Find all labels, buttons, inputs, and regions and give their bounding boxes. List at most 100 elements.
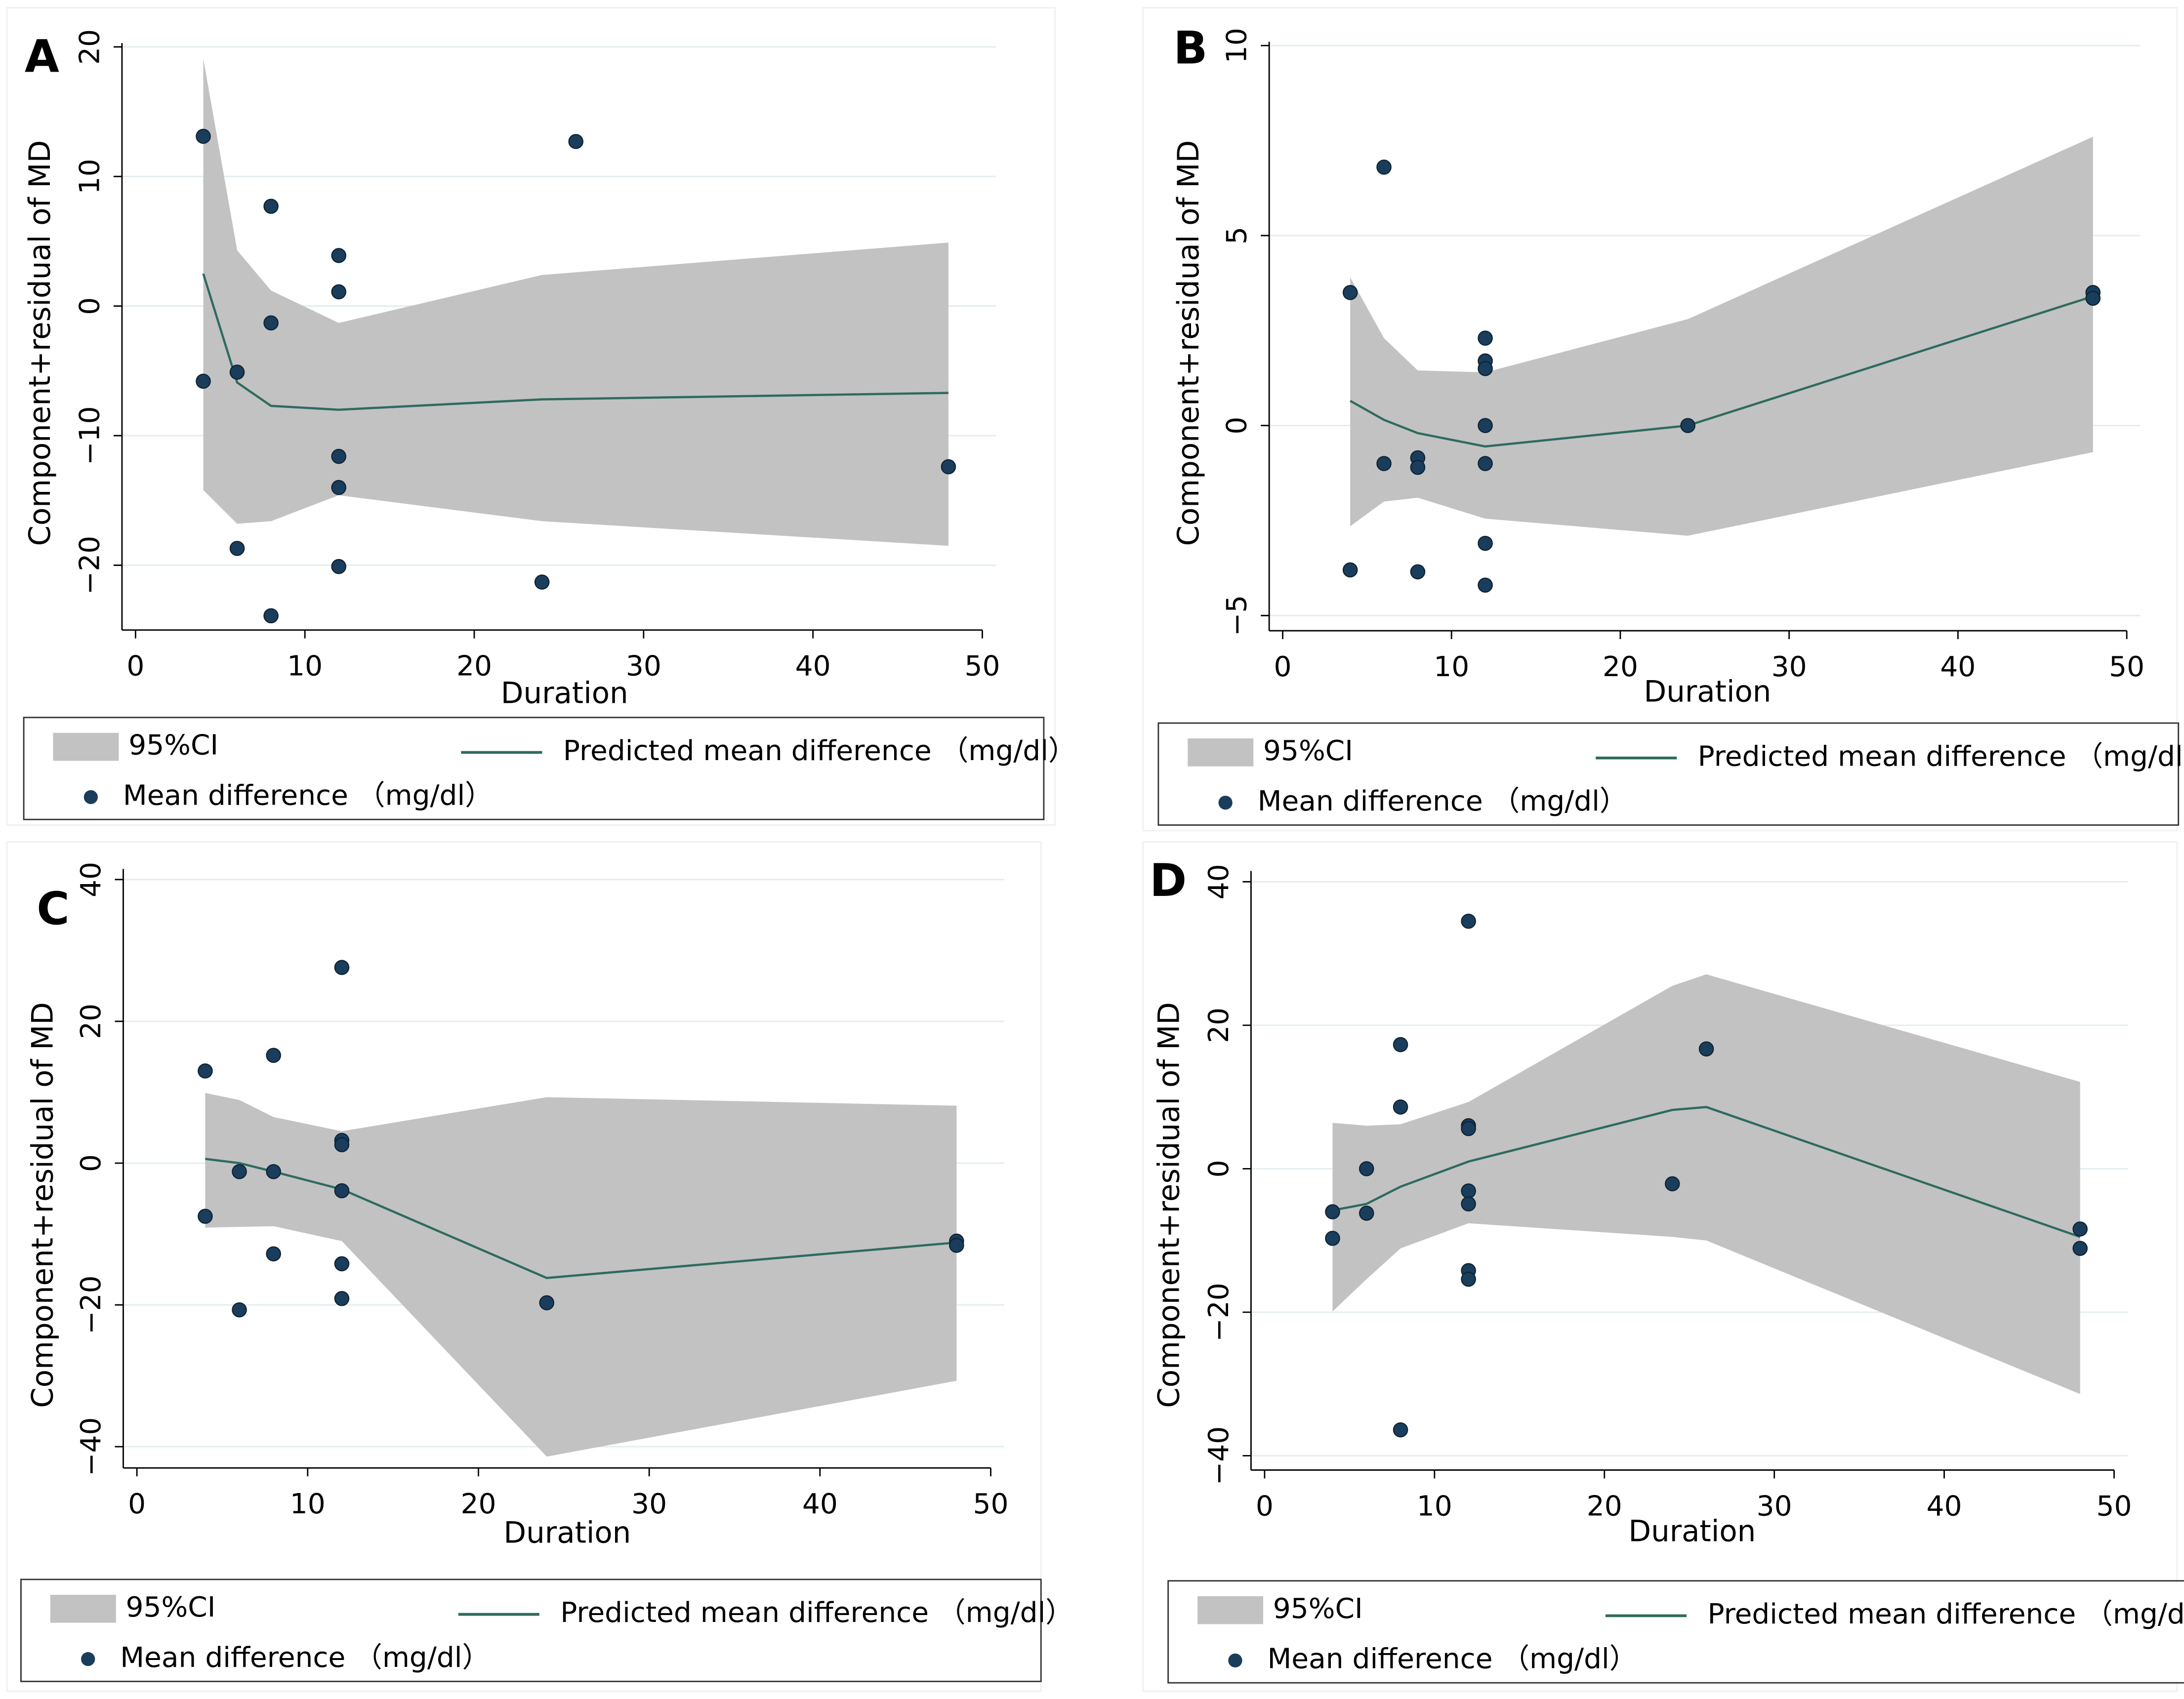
- y-axis-label: Component+residual of MD: [1152, 1002, 1186, 1408]
- ci-band: [1332, 974, 2080, 1394]
- legend-label: 95%CI: [1273, 1592, 1363, 1625]
- legend-swatch: [1228, 1653, 1242, 1668]
- y-tick-label: 40: [1202, 864, 1235, 899]
- y-tick-label: 20: [1202, 1008, 1235, 1043]
- panel: 0 10 20 30 40 50−40−2002040CComponent+residua…: [6, 841, 1073, 1692]
- y-tick-label: −20: [75, 1275, 107, 1334]
- data-point: [1461, 1183, 1476, 1199]
- data-point: [229, 541, 245, 556]
- y-tick-label: 40: [75, 862, 107, 897]
- x-axis-label: Duration: [1628, 1515, 1756, 1549]
- data-point: [1325, 1230, 1340, 1246]
- data-point: [1342, 285, 1358, 300]
- data-point: [331, 284, 347, 300]
- y-axis-label: Component+residual of MD: [1172, 140, 1206, 546]
- legend-swatch: [83, 790, 98, 805]
- data-point: [266, 1048, 281, 1063]
- x-tick-label: 10: [287, 650, 323, 683]
- data-point: [1393, 1422, 1408, 1438]
- x-tick-label: 30: [1757, 1490, 1792, 1522]
- data-point: [1359, 1206, 1374, 1221]
- legend-label: Mean difference （mg/dl）: [1258, 785, 1628, 817]
- predicted-line: [1350, 295, 2094, 448]
- data-point: [334, 1256, 350, 1272]
- data-point: [1342, 562, 1358, 578]
- x-tick-label: 20: [1587, 1490, 1622, 1522]
- data-point: [263, 199, 279, 214]
- data-point: [232, 1164, 247, 1179]
- y-tick-label: −40: [1202, 1426, 1235, 1485]
- data-point: [2085, 290, 2101, 306]
- data-point: [1410, 459, 1426, 475]
- data-point: [1325, 1204, 1340, 1219]
- y-tick-label: −20: [1202, 1283, 1235, 1341]
- data-point: [1461, 1196, 1476, 1212]
- y-tick-label: 0: [1202, 1160, 1235, 1177]
- x-tick-label: 40: [1927, 1490, 1962, 1522]
- data-point: [1461, 913, 1476, 929]
- legend-box: [1167, 1580, 2184, 1684]
- y-tick-label: 0: [73, 297, 106, 315]
- data-point: [1461, 1121, 1476, 1136]
- x-tick-label: 0: [126, 650, 144, 683]
- data-point: [1478, 418, 1493, 433]
- legend-label: Mean difference （mg/dl）: [123, 779, 493, 812]
- x-tick-label: 0: [128, 1488, 146, 1520]
- x-tick-label: 0: [1256, 1490, 1274, 1522]
- data-point: [949, 1238, 964, 1253]
- legend-label: Predicted mean difference （mg/dl）: [560, 1596, 1073, 1629]
- data-point: [331, 448, 347, 464]
- legend-box: [1157, 722, 2180, 826]
- x-axis-label: Duration: [503, 1516, 631, 1550]
- data-point: [198, 1209, 213, 1224]
- x-tick-label: 30: [631, 1488, 667, 1520]
- data-point: [266, 1246, 281, 1261]
- y-tick-label: −10: [73, 406, 106, 465]
- data-point: [331, 248, 347, 263]
- data-point: [539, 1295, 555, 1311]
- predicted-line: [202, 273, 948, 411]
- data-point: [196, 373, 211, 389]
- legend-swatch: [50, 1595, 116, 1623]
- data-point: [1698, 1041, 1714, 1057]
- y-tick-label: 0: [75, 1154, 107, 1172]
- x-tick-label: 10: [1434, 650, 1469, 683]
- legend-box: [23, 717, 1045, 820]
- legend-label: Predicted mean difference （mg/dl）: [1698, 740, 2184, 772]
- y-tick-label: −20: [73, 536, 106, 595]
- ci-band: [203, 58, 948, 546]
- data-point: [1478, 330, 1493, 346]
- legend-swatch: [81, 1652, 95, 1666]
- data-point: [334, 1291, 350, 1306]
- y-tick-label: 10: [73, 159, 106, 194]
- data-point: [1478, 535, 1493, 551]
- legend-swatch: [1218, 796, 1233, 810]
- x-tick-label: 40: [1940, 650, 1976, 683]
- legend-box: [20, 1578, 1042, 1682]
- x-tick-label: 30: [626, 650, 661, 683]
- data-point: [232, 1302, 247, 1318]
- data-point: [1461, 1271, 1476, 1287]
- legend-label: 95%CI: [126, 1591, 216, 1623]
- y-tick-label: −5: [1221, 595, 1253, 636]
- data-point: [1376, 160, 1392, 175]
- data-point: [1665, 1176, 1680, 1192]
- data-point: [2072, 1221, 2088, 1237]
- legend-swatch: [53, 732, 119, 761]
- ci-band: [1350, 136, 2093, 536]
- predicted-line: [205, 1158, 957, 1279]
- legend-label: 95%CI: [128, 729, 218, 762]
- panel: 0 10 20 30 40 50 −20 −10 0 10 20 A Component+residua…: [6, 7, 1076, 826]
- data-point: [334, 1183, 350, 1199]
- data-point: [331, 559, 347, 574]
- panel-label: D: [1150, 855, 1187, 907]
- panel: 0 10 20 30 40 50 −40 −20 0 20 40 D Component+residua…: [1142, 841, 2184, 1692]
- data-point: [941, 459, 956, 475]
- data-point: [263, 608, 279, 624]
- x-tick-label: 10: [1417, 1490, 1452, 1522]
- data-point: [1376, 456, 1392, 471]
- y-axis-label: Component+residual of MD: [23, 140, 57, 546]
- legend-swatch: [1188, 738, 1254, 767]
- legend-label: Predicted mean difference （mg/dl）: [563, 734, 1076, 767]
